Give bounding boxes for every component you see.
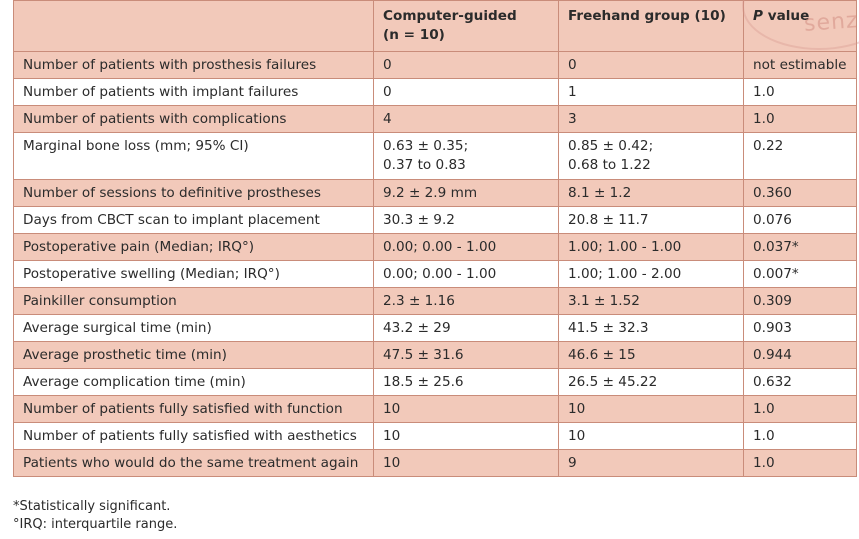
table-row: Painkiller consumption 2.3 ± 1.16 3.1 ± … [13,287,857,315]
table-row: Postoperative pain (Median; IRQ°) 0.00; … [13,233,857,261]
row-computer-guided: 18.5 ± 25.6 [373,368,559,396]
row-computer-guided: 4 [373,105,559,133]
row-label: Number of patients with implant failures [13,78,374,106]
table-row: Average surgical time (min) 43.2 ± 29 41… [13,314,857,342]
table-row: Number of patients fully satisfied with … [13,395,857,423]
row-computer-guided: 0.00; 0.00 - 1.00 [373,233,559,261]
row-computer-guided: 10 [373,422,559,450]
row-freehand: 26.5 ± 45.22 [558,368,744,396]
row-freehand: 1.00; 1.00 - 2.00 [558,260,744,288]
row-p-value: 1.0 [743,449,857,477]
row-computer-guided: 9.2 ± 2.9 mm [373,179,559,207]
header-computer-guided-line2: (n = 10) [383,27,445,43]
row-p-value: 0.007* [743,260,857,288]
row-label: Number of sessions to definitive prosthe… [13,179,374,207]
table-row: Number of sessions to definitive prosthe… [13,179,857,207]
row-p-value: 0.632 [743,368,857,396]
row-p-value: 0.360 [743,179,857,207]
results-table: Computer-guided (n = 10) Freehand group … [13,0,857,477]
table-row: Average prosthetic time (min) 47.5 ± 31.… [13,341,857,369]
row-freehand: 1.00; 1.00 - 1.00 [558,233,744,261]
row-computer-guided: 2.3 ± 1.16 [373,287,559,315]
row-label: Postoperative pain (Median; IRQ°) [13,233,374,261]
row-freehand: 10 [558,422,744,450]
row-freehand: 20.8 ± 11.7 [558,206,744,234]
row-computer-guided: 0 [373,78,559,106]
table-header-row: Computer-guided (n = 10) Freehand group … [13,0,857,52]
header-computer-guided-line1: Computer-guided [383,8,517,24]
row-computer-guided: 0 [373,51,559,79]
row-label: Average prosthetic time (min) [13,341,374,369]
row-label: Painkiller consumption [13,287,374,315]
row-computer-guided: 10 [373,395,559,423]
table-row: Number of patients with complications 4 … [13,105,857,133]
row-p-value: 0.903 [743,314,857,342]
row-computer-guided: 47.5 ± 31.6 [373,341,559,369]
row-computer-guided-line1: 0.63 ± 0.35; [383,138,469,154]
table-row: Number of patients fully satisfied with … [13,422,857,450]
table-row: Patients who would do the same treatment… [13,449,857,477]
row-computer-guided: 43.2 ± 29 [373,314,559,342]
row-label: Number of patients fully satisfied with … [13,395,374,423]
header-freehand: Freehand group (10) [558,0,744,52]
row-label: Postoperative swelling (Median; IRQ°) [13,260,374,288]
row-freehand: 0 [558,51,744,79]
footnote-irq: °IRQ: interquartile range. [13,517,178,532]
row-freehand: 41.5 ± 32.3 [558,314,744,342]
row-label: Number of patients with prosthesis failu… [13,51,374,79]
row-label: Days from CBCT scan to implant placement [13,206,374,234]
row-label: Number of patients fully satisfied with … [13,422,374,450]
row-p-value: 1.0 [743,78,857,106]
row-p-value: not estimable [743,51,857,79]
row-p-value: 0.309 [743,287,857,315]
table-row: Postoperative swelling (Median; IRQ°) 0.… [13,260,857,288]
table-footnotes: *Statistically significant. °IRQ: interq… [13,498,177,534]
row-freehand: 46.6 ± 15 [558,341,744,369]
row-freehand: 9 [558,449,744,477]
row-p-value: 0.22 [743,132,857,180]
row-label: Marginal bone loss (mm; 95% CI) [13,132,374,180]
results-table-container: Computer-guided (n = 10) Freehand group … [13,0,857,477]
row-computer-guided-line2: 0.37 to 0.83 [383,157,466,173]
row-p-value: 1.0 [743,105,857,133]
table-row: Average complication time (min) 18.5 ± 2… [13,368,857,396]
table-row: Number of patients with prosthesis failu… [13,51,857,79]
row-label: Patients who would do the same treatment… [13,449,374,477]
row-computer-guided: 0.63 ± 0.35; 0.37 to 0.83 [373,132,559,180]
row-freehand: 8.1 ± 1.2 [558,179,744,207]
footnote-significant: *Statistically significant. [13,499,171,514]
row-freehand-line2: 0.68 to 1.22 [568,157,651,173]
row-freehand: 1 [558,78,744,106]
row-label: Average complication time (min) [13,368,374,396]
row-freehand: 0.85 ± 0.42; 0.68 to 1.22 [558,132,744,180]
row-p-value: 1.0 [743,395,857,423]
row-freehand-line1: 0.85 ± 0.42; [568,138,654,154]
row-p-value: 0.037* [743,233,857,261]
row-label: Average surgical time (min) [13,314,374,342]
row-computer-guided: 30.3 ± 9.2 [373,206,559,234]
row-p-value: 0.076 [743,206,857,234]
header-outcome [13,0,374,52]
header-p-letter: P [753,8,763,24]
row-computer-guided: 0.00; 0.00 - 1.00 [373,260,559,288]
row-freehand: 10 [558,395,744,423]
header-computer-guided: Computer-guided (n = 10) [373,0,559,52]
header-p-rest: value [762,8,810,24]
row-freehand: 3 [558,105,744,133]
table-row: Number of patients with implant failures… [13,78,857,106]
row-freehand: 3.1 ± 1.52 [558,287,744,315]
table-row: Days from CBCT scan to implant placement… [13,206,857,234]
row-p-value: 1.0 [743,422,857,450]
table-row: Marginal bone loss (mm; 95% CI) 0.63 ± 0… [13,132,857,180]
header-p-value: P value [743,0,857,52]
row-computer-guided: 10 [373,449,559,477]
row-p-value: 0.944 [743,341,857,369]
row-label: Number of patients with complications [13,105,374,133]
